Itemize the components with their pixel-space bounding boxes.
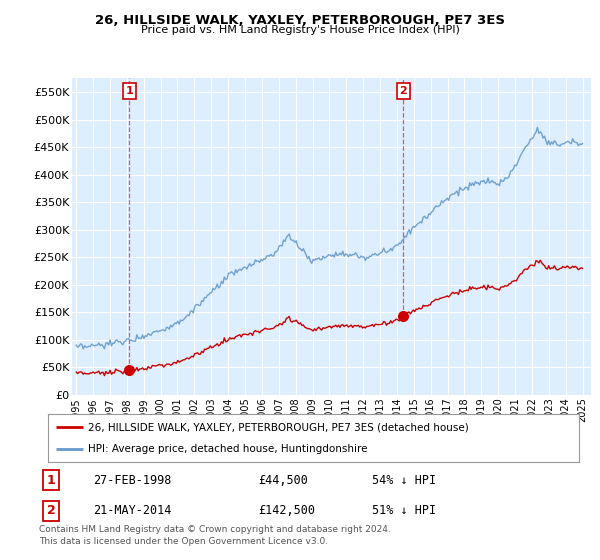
Text: 1: 1 [125,86,133,96]
Text: 54% ↓ HPI: 54% ↓ HPI [372,474,436,487]
Text: £44,500: £44,500 [258,474,308,487]
Text: 26, HILLSIDE WALK, YAXLEY, PETERBOROUGH, PE7 3ES: 26, HILLSIDE WALK, YAXLEY, PETERBOROUGH,… [95,14,505,27]
Text: 2: 2 [47,505,55,517]
Text: 51% ↓ HPI: 51% ↓ HPI [372,505,436,517]
Text: 21-MAY-2014: 21-MAY-2014 [93,505,172,517]
Text: £142,500: £142,500 [258,505,315,517]
Text: 27-FEB-1998: 27-FEB-1998 [93,474,172,487]
Text: 1: 1 [47,474,55,487]
Text: HPI: Average price, detached house, Huntingdonshire: HPI: Average price, detached house, Hunt… [88,444,367,454]
Text: 2: 2 [400,86,407,96]
Text: Contains HM Land Registry data © Crown copyright and database right 2024.
This d: Contains HM Land Registry data © Crown c… [39,525,391,546]
Text: 26, HILLSIDE WALK, YAXLEY, PETERBOROUGH, PE7 3ES (detached house): 26, HILLSIDE WALK, YAXLEY, PETERBOROUGH,… [88,422,469,432]
Text: Price paid vs. HM Land Registry's House Price Index (HPI): Price paid vs. HM Land Registry's House … [140,25,460,35]
